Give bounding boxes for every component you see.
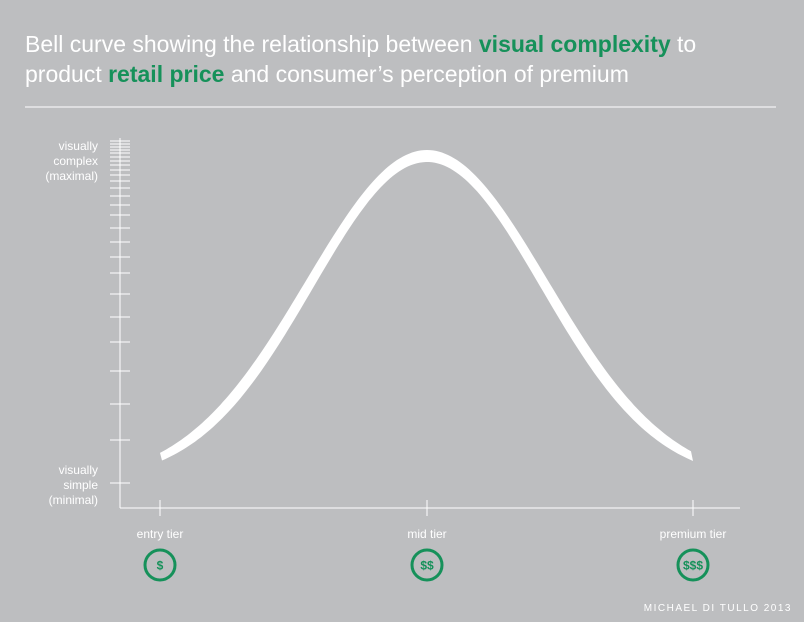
credit: MICHAEL DI TULLO 2013 (644, 603, 792, 614)
y-top-label: (maximal) (45, 169, 98, 183)
tier-label: entry tier (137, 527, 184, 541)
title-text: Bell curve showing the relationship betw… (25, 31, 479, 57)
title-line-2: product retail price and consumer’s perc… (25, 61, 629, 87)
y-ticks (110, 140, 130, 484)
tier-label: mid tier (407, 527, 446, 541)
price-badge (676, 548, 710, 582)
title-line-1: Bell curve showing the relationship betw… (25, 31, 696, 57)
price: $ (157, 559, 164, 573)
title-highlight: retail price (108, 61, 224, 87)
price: $$ (420, 559, 434, 573)
y-top-label: visually (59, 139, 98, 153)
price-badge (410, 548, 444, 582)
title-text: and consumer’s perception of premium (224, 61, 628, 87)
title-text: to (671, 31, 697, 57)
y-bottom-label: (minimal) (49, 493, 98, 507)
y-bottom-label: visually (59, 463, 98, 477)
price: $$$ (683, 559, 703, 573)
price-badge (143, 548, 177, 582)
tiers: entry tier $ mid tier $$ premium tier $$$ (137, 500, 727, 582)
y-top-label: complex (53, 154, 98, 168)
title-highlight: visual complexity (479, 31, 671, 57)
tier-label: premium tier (660, 527, 727, 541)
title-text: product (25, 61, 108, 87)
y-bottom-label: simple (63, 478, 98, 492)
